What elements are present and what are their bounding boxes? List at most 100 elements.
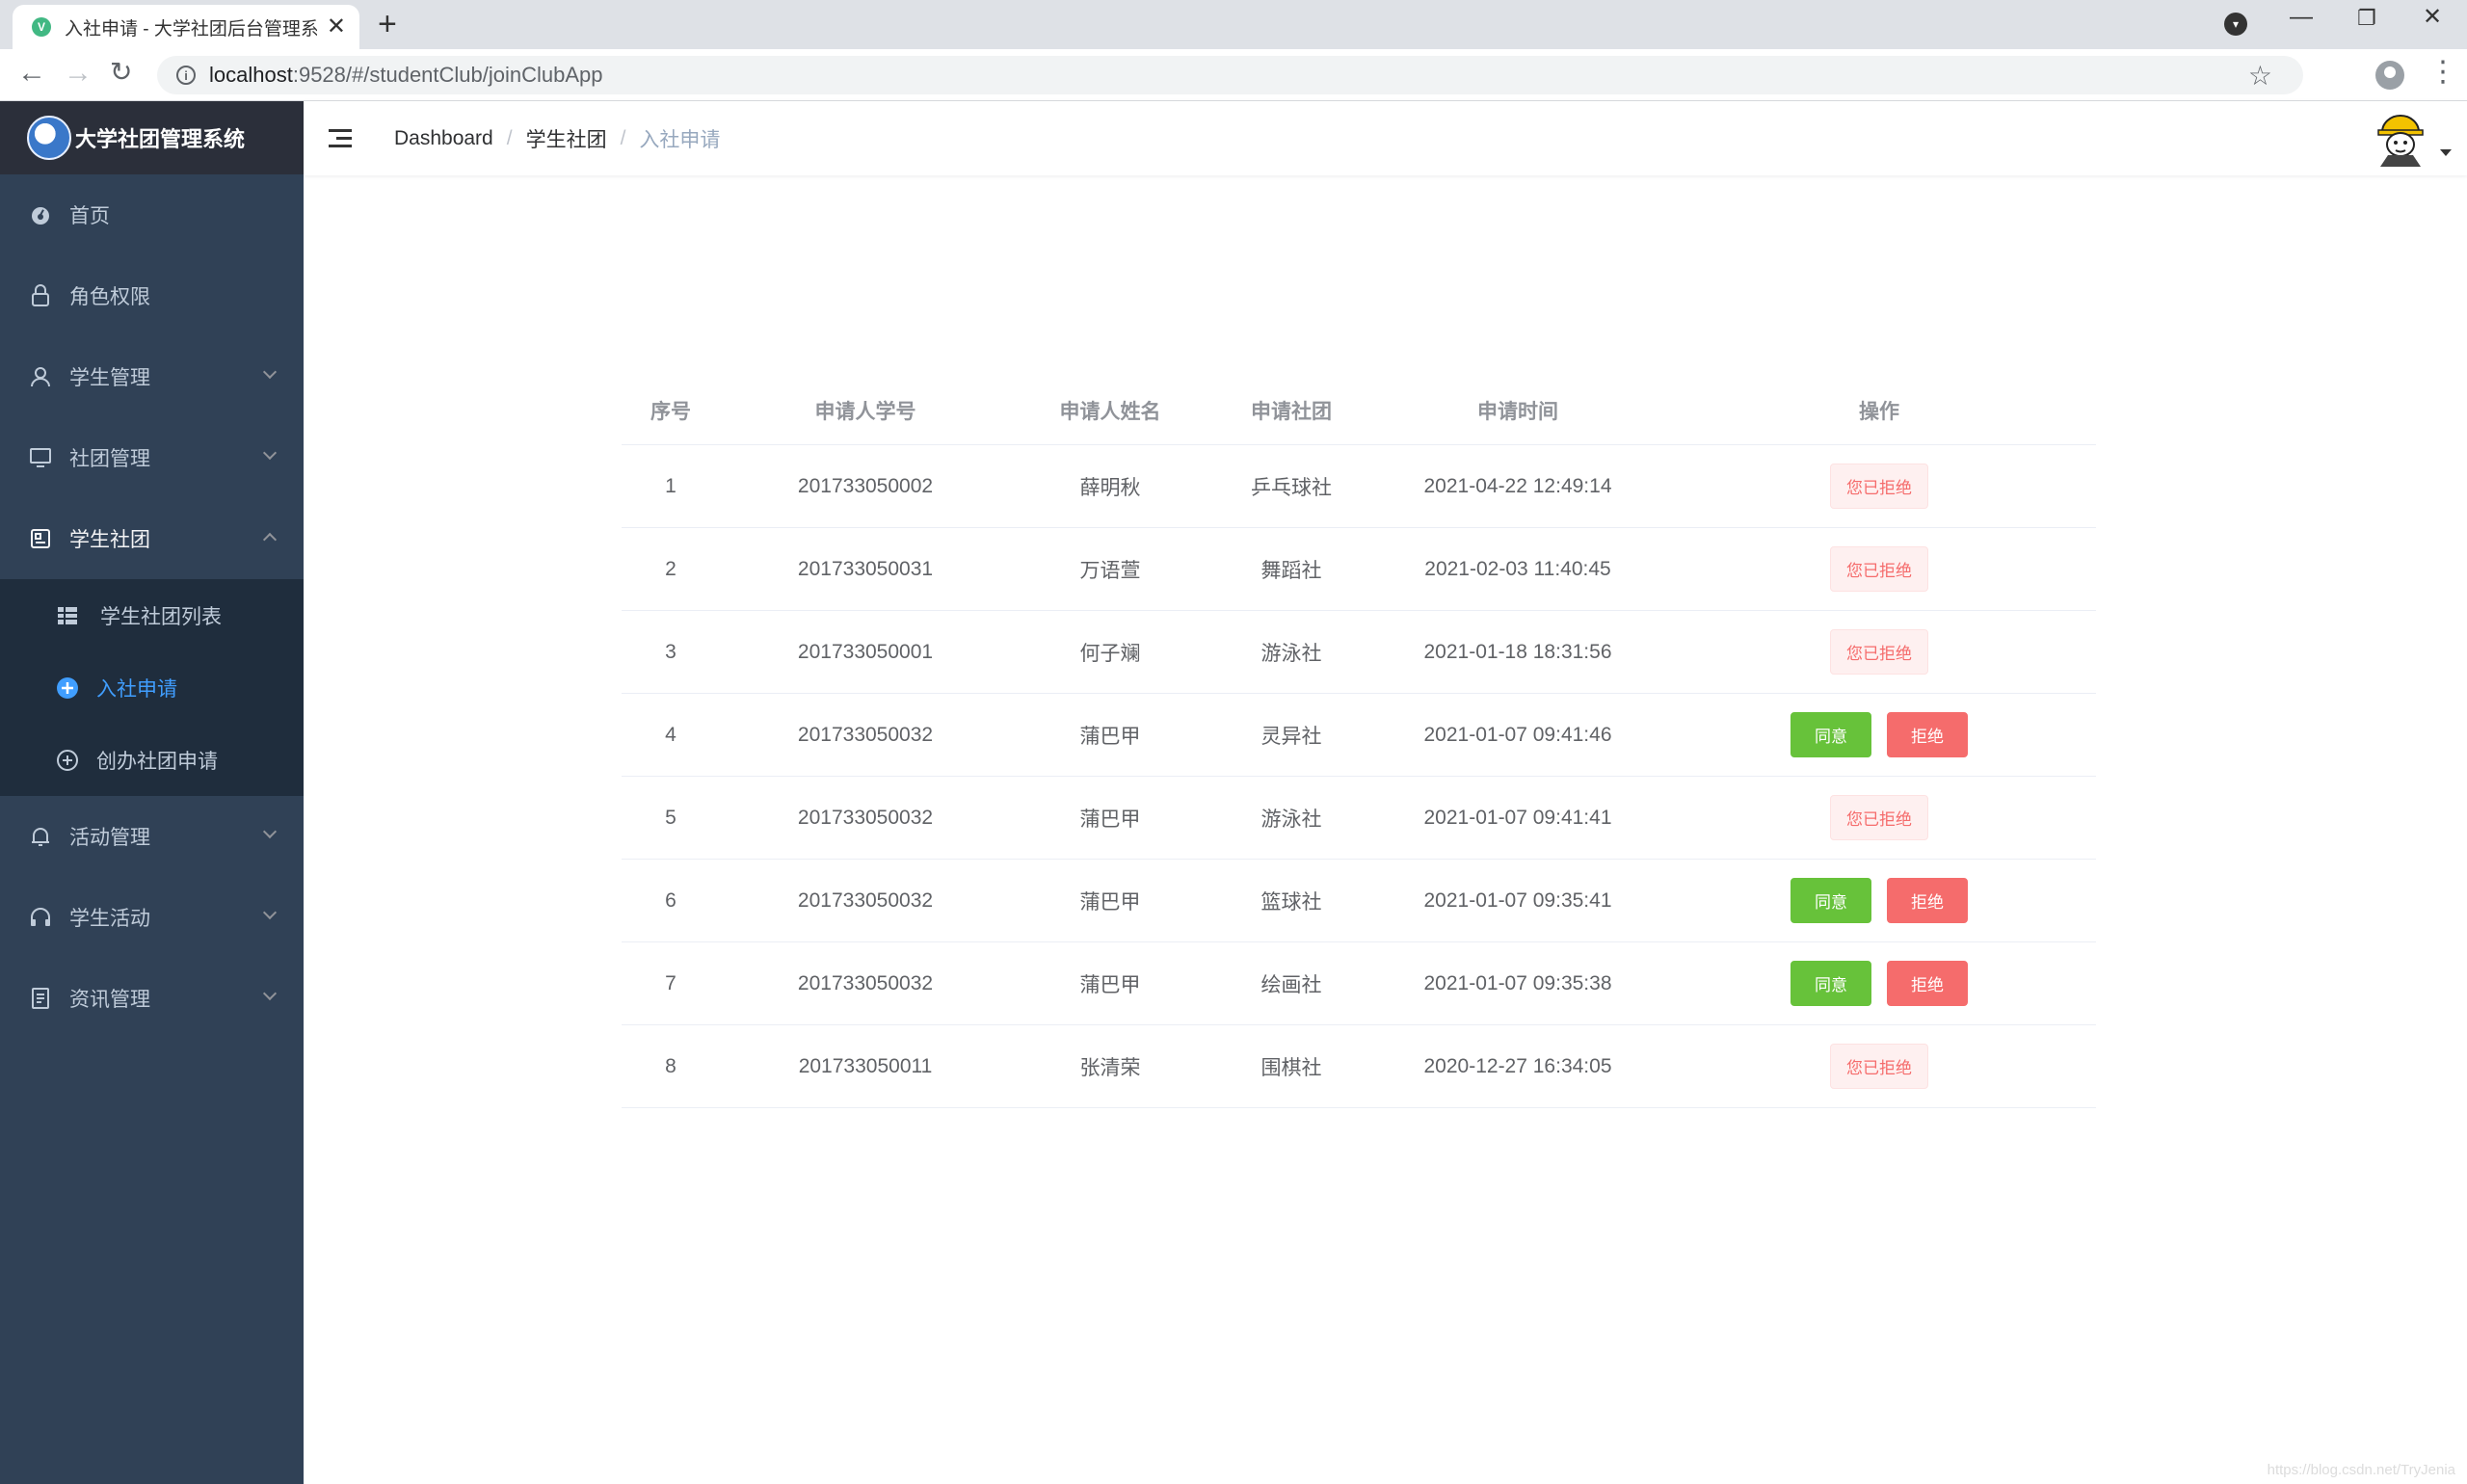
- sidebar-item-create-club-application[interactable]: 创办社团申请: [0, 724, 304, 796]
- minimize-icon[interactable]: —: [2290, 4, 2313, 30]
- join-application-table: 序号 申请人学号 申请人姓名 申请社团 申请时间 操作 1 20173305000…: [622, 376, 2096, 1108]
- browser-tab-strip: V 入社申请 - 大学社团后台管理系统 ✕ + ▾ — ❐ ✕: [0, 0, 2467, 49]
- cell-name: 蒲巴甲: [1079, 973, 1141, 996]
- table-row: 8 201733050011 张清荣 围棋社 2020-12-27 16:34:05 您已…: [622, 1025, 2096, 1108]
- breadcrumb-student-club[interactable]: 学生社团: [525, 128, 607, 151]
- reject-button[interactable]: 拒绝: [1887, 878, 1968, 923]
- cell-club: 绘画社: [1260, 973, 1322, 996]
- sidebar-item-label: 社团管理: [69, 448, 150, 470]
- cell-club: 舞蹈社: [1260, 559, 1322, 582]
- headset-icon: [29, 906, 52, 929]
- sidebar-item-join-application[interactable]: 入社申请: [0, 651, 304, 724]
- sidebar-item-student-club[interactable]: 学生社团: [0, 498, 304, 579]
- agree-button[interactable]: 同意: [1791, 712, 1871, 757]
- cell-club: 乒乓球社: [1251, 476, 1332, 499]
- tab-search-icon[interactable]: ▾: [2224, 13, 2247, 36]
- cell-time: 2021-01-07 09:35:41: [1423, 888, 1612, 912]
- cell-student-id: 201733050031: [797, 557, 934, 580]
- breadcrumb-dashboard[interactable]: Dashboard: [394, 126, 493, 149]
- sidebar-item-club-management[interactable]: 社团管理: [0, 417, 304, 498]
- forward-icon[interactable]: →: [64, 57, 93, 89]
- cell-no: 1: [665, 474, 676, 497]
- agree-button[interactable]: 同意: [1791, 878, 1871, 923]
- breadcrumb-separator: /: [620, 126, 626, 149]
- sidebar-item-label: 首页: [69, 205, 110, 227]
- cell-operation: 您已拒绝: [1662, 546, 2096, 592]
- sidebar-logo[interactable]: 大学社团管理系统: [0, 101, 304, 174]
- sidebar-item-label: 学生社团列表: [100, 605, 222, 628]
- sidebar-item-label: 活动管理: [69, 827, 150, 849]
- table-icon: [56, 604, 79, 627]
- cell-club: 围棋社: [1260, 1056, 1322, 1079]
- browser-tab[interactable]: V 入社申请 - 大学社团后台管理系统 ✕: [13, 5, 359, 49]
- cell-time: 2021-01-07 09:41:41: [1423, 806, 1612, 829]
- cell-operation: 同意 拒绝: [1662, 878, 2096, 923]
- cell-student-id: 201733050001: [797, 640, 934, 663]
- sidebar-item-label: 入社申请: [96, 677, 177, 701]
- cell-time: 2021-01-07 09:35:38: [1423, 971, 1612, 994]
- sidebar-item-activity-management[interactable]: 活动管理: [0, 796, 304, 877]
- cell-student-id: 201733050002: [797, 474, 934, 497]
- sidebar-item-club-list[interactable]: 学生社团列表: [0, 579, 304, 651]
- new-tab-icon[interactable]: +: [378, 6, 397, 42]
- sidebar-item-label: 学生活动: [69, 908, 150, 930]
- watermark: https://blog.csdn.net/TryJenia: [2267, 1462, 2455, 1478]
- cell-student-id: 201733050032: [797, 888, 934, 912]
- url-input[interactable]: i localhost:9528/#/studentClub/joinClubA…: [157, 56, 2303, 94]
- table-row: 7 201733050032 蒲巴甲 绘画社 2021-01-07 09:35:38 同意…: [622, 942, 2096, 1025]
- reject-button[interactable]: 拒绝: [1887, 961, 1968, 1006]
- reject-button[interactable]: 拒绝: [1887, 712, 1968, 757]
- cell-name: 薛明秋: [1079, 476, 1141, 499]
- table-row: 4 201733050032 蒲巴甲 灵异社 2021-01-07 09:41:46 同意…: [622, 694, 2096, 777]
- agree-button[interactable]: 同意: [1791, 961, 1871, 1006]
- breadcrumb-separator: /: [506, 126, 513, 149]
- avatar[interactable]: [2373, 109, 2428, 167]
- sidebar-item-news-management[interactable]: 资讯管理: [0, 958, 304, 1039]
- top-navbar: Dashboard / 学生社团 / 入社申请: [304, 101, 2467, 175]
- sidebar-item-role-permission[interactable]: 角色权限: [0, 255, 304, 336]
- back-icon[interactable]: ←: [17, 57, 46, 89]
- cell-no: 5: [665, 806, 676, 829]
- sidebar-item-student-activity[interactable]: 学生活动: [0, 877, 304, 958]
- cell-time: 2021-01-07 09:41:46: [1423, 723, 1612, 746]
- cell-operation: 您已拒绝: [1662, 795, 2096, 840]
- sidebar-item-label: 角色权限: [69, 286, 150, 308]
- cell-no: 7: [665, 971, 676, 994]
- window-close-icon[interactable]: ✕: [2423, 4, 2443, 30]
- bookmark-star-icon[interactable]: ☆: [2247, 61, 2272, 91]
- header-time: 申请时间: [1477, 400, 1558, 423]
- circle-plus-outline-icon: [56, 749, 79, 772]
- info-icon[interactable]: i: [176, 66, 196, 85]
- cell-name: 万语萱: [1079, 559, 1141, 582]
- student-club-submenu: 学生社团列表 入社申请 创办社团申请: [0, 579, 304, 796]
- rejected-tag: 您已拒绝: [1830, 464, 1928, 509]
- chevron-down-icon: [262, 824, 278, 839]
- cell-time: 2021-02-03 11:40:45: [1424, 557, 1611, 580]
- close-tab-icon[interactable]: ✕: [326, 13, 346, 40]
- cell-time: 2020-12-27 16:34:05: [1423, 1054, 1612, 1077]
- clipboard-icon: [29, 527, 52, 550]
- sidebar-item-home[interactable]: 首页: [0, 174, 304, 255]
- address-bar: ← → ↻ i localhost:9528/#/studentClub/joi…: [0, 49, 2467, 101]
- restore-icon[interactable]: ❐: [2357, 6, 2376, 30]
- caret-down-icon[interactable]: [2440, 149, 2452, 156]
- browser-menu-icon[interactable]: ⋮: [2428, 56, 2457, 88]
- cell-no: 6: [665, 888, 676, 912]
- rejected-tag: 您已拒绝: [1830, 546, 1928, 592]
- rejected-tag: 您已拒绝: [1830, 1044, 1928, 1089]
- vue-favicon-icon: V: [32, 17, 51, 37]
- cell-no: 2: [665, 557, 676, 580]
- browser-profile-icon[interactable]: [2375, 61, 2404, 90]
- reload-icon[interactable]: ↻: [110, 57, 133, 87]
- cell-student-id: 201733050032: [797, 723, 934, 746]
- logo-icon: [27, 116, 71, 160]
- header-student-id: 申请人学号: [814, 400, 916, 423]
- sidebar-item-student-management[interactable]: 学生管理: [0, 336, 304, 417]
- rejected-tag: 您已拒绝: [1830, 629, 1928, 675]
- hamburger-icon[interactable]: [329, 125, 356, 152]
- cell-name: 何子斓: [1079, 642, 1141, 665]
- chevron-down-icon: [262, 986, 278, 1001]
- dashboard-icon: [29, 203, 52, 226]
- url-path: :9528/#/studentClub/joinClubApp: [292, 63, 603, 87]
- cell-no: 4: [665, 723, 676, 746]
